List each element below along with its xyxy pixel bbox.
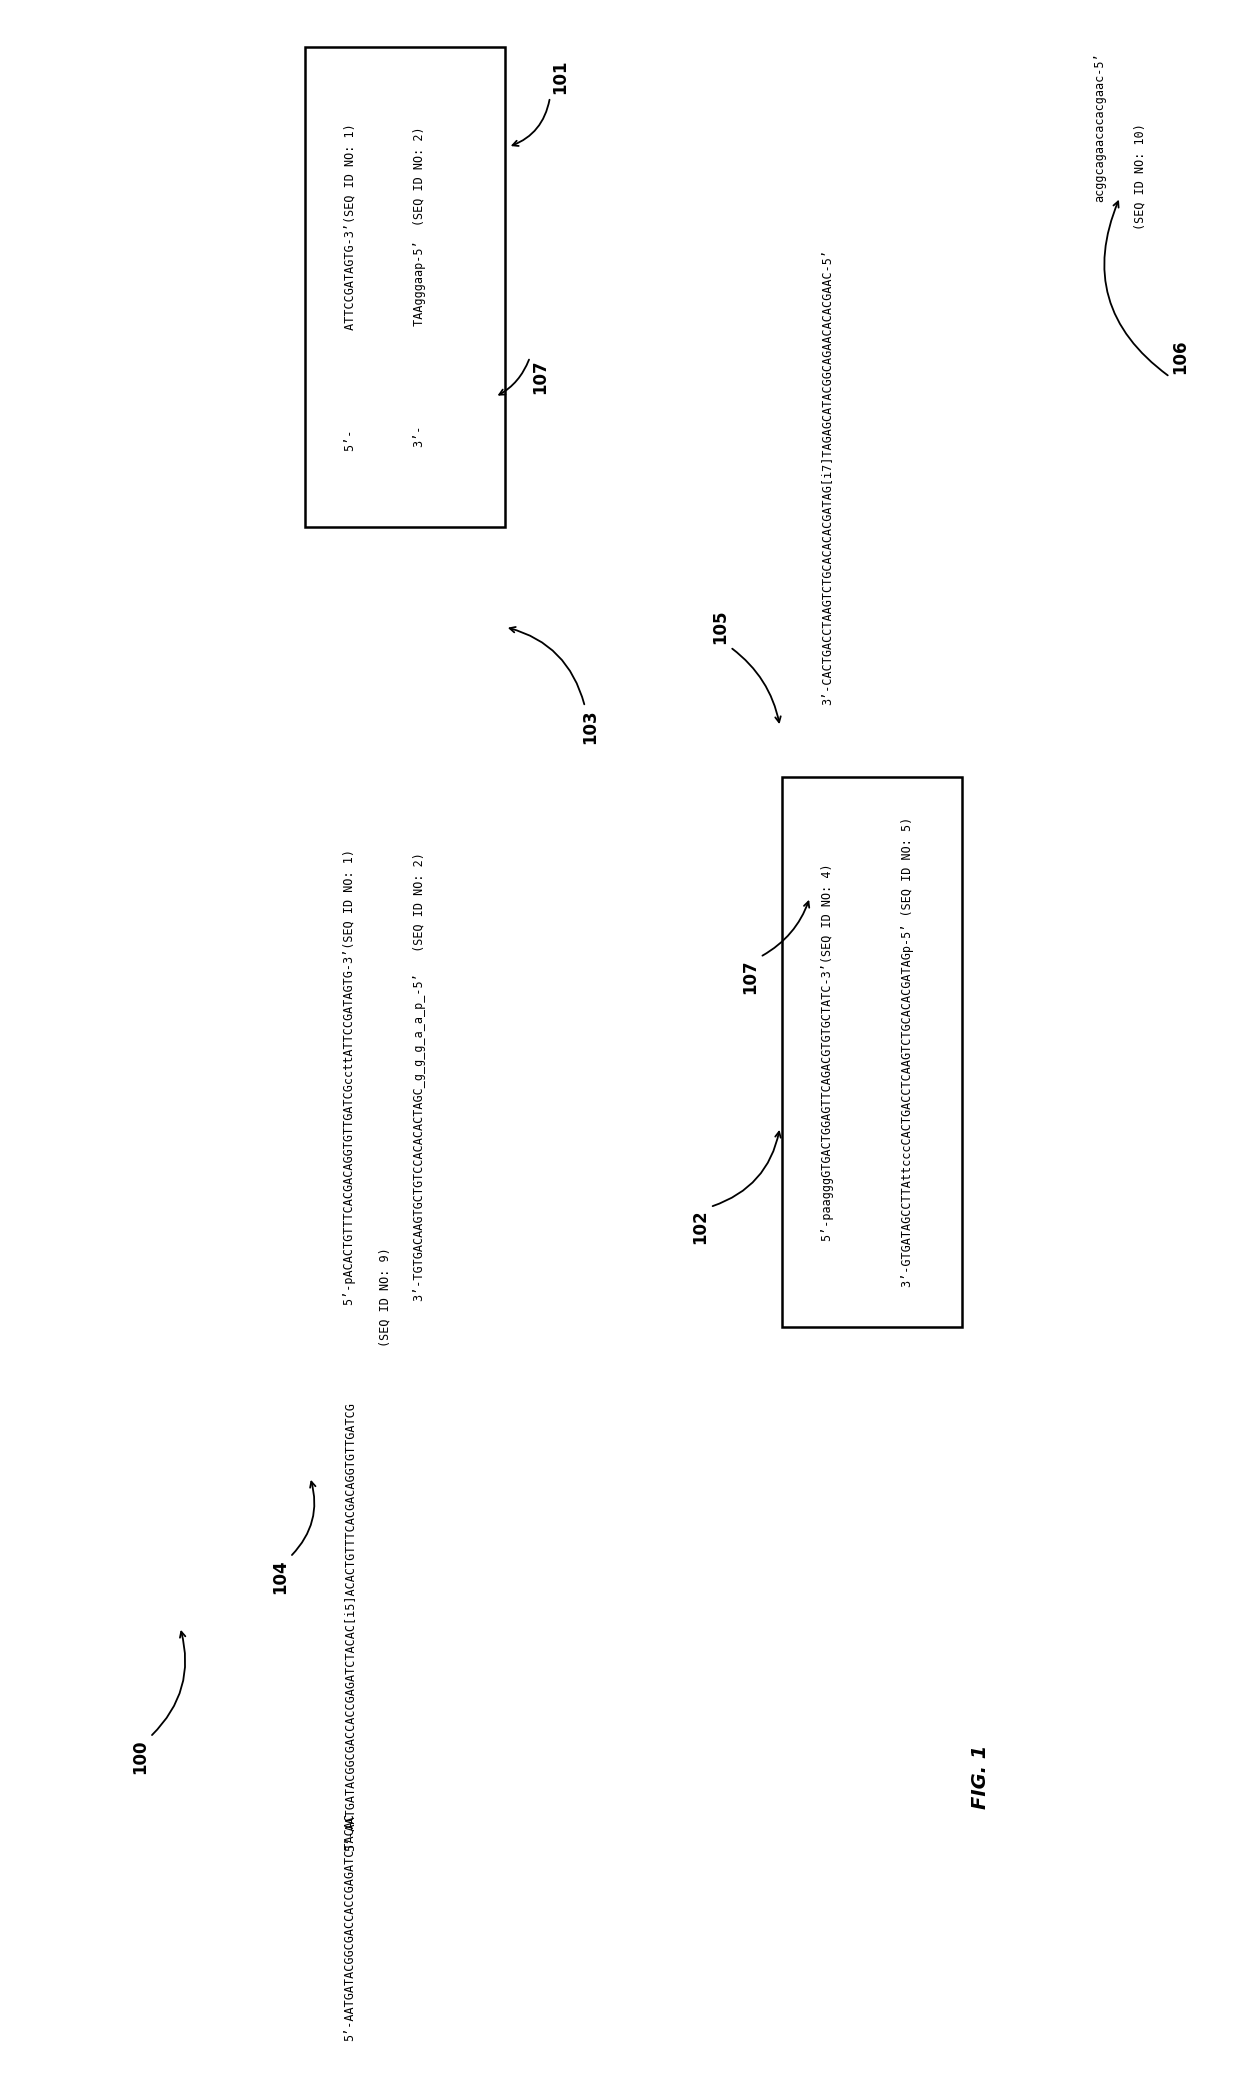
Text: (SEQ ID NO: 10): (SEQ ID NO: 10) — [1133, 123, 1147, 231]
Text: FIG. 1: FIG. 1 — [971, 1745, 990, 1809]
Text: 106: 106 — [1171, 341, 1189, 374]
Text: acggcagaacacacgaac-5’: acggcagaacacacgaac-5’ — [1094, 52, 1106, 201]
Text: 3’-GTGATAGCCTTAttcccCACTGACCTCAAGTCTGCACACGATAGp-5’ (SEQ ID NO: 5): 3’-GTGATAGCCTTAttcccCACTGACCTCAAGTCTGCAC… — [900, 816, 914, 1288]
Text: 100: 100 — [131, 1741, 149, 1774]
Text: 3’-CACTGACCTAAGTCTGCACACACGATAG[i7]TAGAGCATACGGCAGAACACACGAAC-5’: 3’-CACTGACCTAAGTCTGCACACACGATAG[i7]TAGAG… — [821, 249, 833, 704]
Text: (SEQ ID NO: 9): (SEQ ID NO: 9) — [378, 1246, 392, 1346]
Text: 105: 105 — [711, 611, 729, 644]
Text: 107: 107 — [531, 359, 549, 395]
Bar — [305, 48, 505, 528]
Text: 5’-AATGATACGGCGACCACCGAGATCTACAC[i5]ACACTGTTTCACGACAGGTGTTGATCG: 5’-AATGATACGGCGACCACCGAGATCTACAC[i5]ACAC… — [343, 1402, 357, 1851]
Text: 101: 101 — [551, 60, 569, 93]
Text: 5’-AATGATACGGCGACCACCGAGATCTACAC: 5’-AATGATACGGCGACCACCGAGATCTACAC — [343, 1813, 357, 2042]
Text: 3’-TGTGACAAGTGCTGTCCACACACTAGC̲g̲g̲g̲a̲a̲p̲-5’   (SEQ ID NO: 2): 3’-TGTGACAAGTGCTGTCCACACACTAGC̲g̲g̲g̲a̲a… — [413, 852, 427, 1302]
Text: 103: 103 — [582, 710, 599, 744]
Text: 5’-paagggGTGACTGGAGTTCAGACGTGTGCTATC-3’(SEQ ID NO: 4): 5’-paagggGTGACTGGAGTTCAGACGTGTGCTATC-3’(… — [821, 864, 833, 1240]
Bar — [782, 777, 962, 1327]
Text: 3’-              TAAgggaap-5’  (SEQ ID NO: 2): 3’- TAAgggaap-5’ (SEQ ID NO: 2) — [413, 127, 427, 447]
Text: 5’-              ATTCCGATAGTG-3’(SEQ ID NO: 1): 5’- ATTCCGATAGTG-3’(SEQ ID NO: 1) — [343, 123, 357, 451]
Text: 104: 104 — [272, 1560, 289, 1595]
Text: 5’-pACACTGTTTCACGACAGGTGTTGATCGccttATTCCGATAGTG-3’(SEQ ID NO: 1): 5’-pACACTGTTTCACGACAGGTGTTGATCGccttATTCC… — [343, 849, 357, 1304]
Text: 107: 107 — [742, 960, 759, 995]
Text: 102: 102 — [691, 1209, 709, 1244]
